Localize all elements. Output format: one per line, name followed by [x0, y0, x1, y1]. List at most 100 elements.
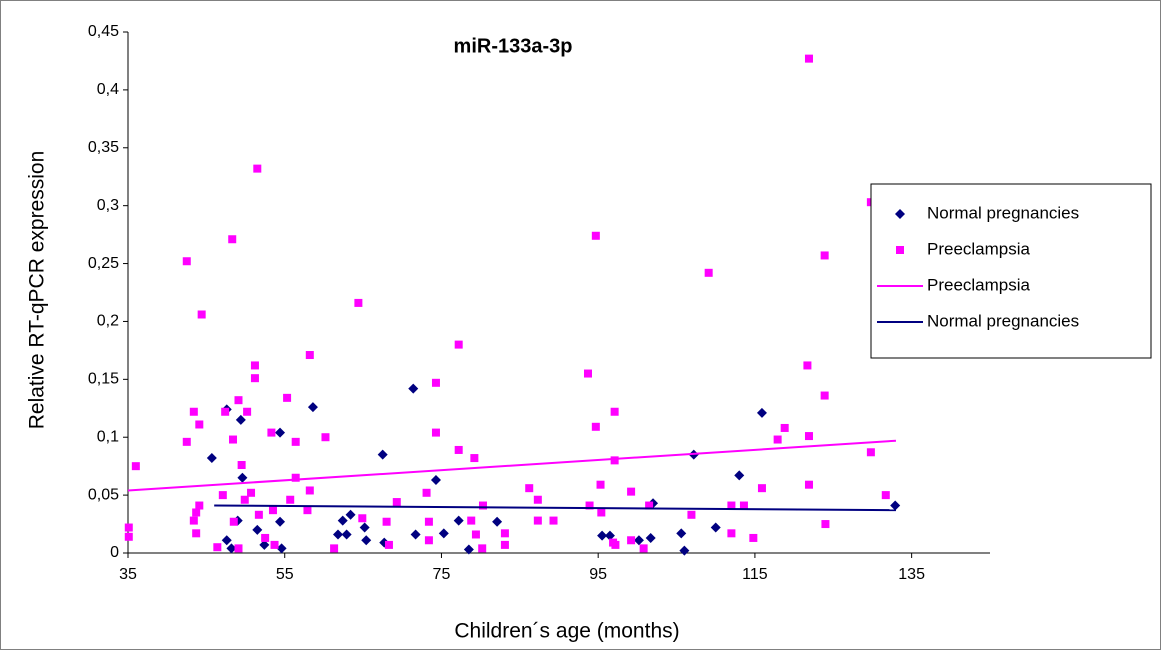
point [382, 517, 391, 526]
point [500, 540, 509, 549]
point [881, 491, 890, 500]
point [820, 251, 829, 260]
point [804, 480, 813, 489]
point [431, 378, 440, 387]
point [270, 540, 279, 549]
point [392, 498, 401, 507]
point [633, 535, 644, 546]
point [756, 407, 767, 418]
point [305, 351, 314, 360]
point [354, 298, 363, 307]
point [330, 544, 339, 553]
x-tick-label: 35 [119, 566, 137, 583]
point [610, 456, 619, 465]
point [453, 515, 464, 526]
y-axis-label: Relative RT-qPCR expression [26, 151, 49, 430]
point [679, 545, 690, 556]
x-tick-label: 115 [742, 566, 768, 583]
point [182, 437, 191, 446]
point [291, 473, 300, 482]
point [803, 361, 812, 370]
point [471, 530, 480, 539]
point [820, 391, 829, 400]
point [303, 506, 312, 515]
point [478, 544, 487, 553]
point [645, 501, 654, 510]
point [710, 522, 721, 533]
point [804, 54, 813, 63]
point [286, 495, 295, 504]
point [676, 528, 687, 539]
point [247, 488, 256, 497]
point [235, 414, 246, 425]
point [197, 310, 206, 319]
legend-box [870, 183, 1152, 359]
point [189, 516, 198, 525]
legend-marker [895, 209, 905, 219]
point [377, 449, 388, 460]
point [525, 484, 534, 493]
x-tick-label: 55 [276, 566, 294, 583]
point [252, 524, 263, 535]
point [228, 235, 237, 244]
y-tick-label: 0,3 [97, 197, 119, 214]
point [206, 453, 217, 464]
point [757, 484, 766, 493]
point [218, 491, 227, 500]
point [492, 516, 503, 527]
legend-label: Normal pregnancies [927, 203, 1079, 222]
y-tick-label: 0,25 [88, 255, 119, 272]
point [591, 231, 600, 240]
point [259, 539, 270, 550]
point [533, 495, 542, 504]
point [470, 454, 479, 463]
point [361, 535, 372, 546]
y-tick-label: 0,4 [97, 81, 119, 98]
point [124, 532, 133, 541]
x-tick-label: 135 [898, 566, 925, 583]
point [182, 257, 191, 266]
point [254, 510, 263, 519]
point [430, 475, 441, 486]
legend-marker [896, 246, 904, 254]
point [739, 501, 748, 510]
point [583, 369, 592, 378]
point [549, 516, 558, 525]
x-tick-label: 75 [433, 566, 451, 583]
point [773, 435, 782, 444]
point [192, 529, 201, 538]
point [291, 437, 300, 446]
point [283, 393, 292, 402]
point [410, 529, 421, 540]
point [463, 544, 474, 555]
y-tick-label: 0,15 [88, 371, 119, 388]
point [307, 402, 318, 413]
point [478, 501, 487, 510]
point [341, 529, 352, 540]
point [124, 523, 133, 532]
point [804, 432, 813, 441]
point [604, 530, 615, 541]
point [337, 515, 348, 526]
point [321, 433, 330, 442]
point [780, 423, 789, 432]
point [261, 533, 270, 542]
point [734, 470, 745, 481]
x-axis-label: Children´s age (months) [454, 620, 679, 643]
point [749, 533, 758, 542]
point [454, 445, 463, 454]
y-tick-label: 0 [110, 544, 119, 561]
point [687, 510, 696, 519]
point [533, 516, 542, 525]
point [704, 268, 713, 277]
point [821, 520, 830, 529]
point [408, 383, 419, 394]
point [267, 428, 276, 437]
point [422, 488, 431, 497]
point [229, 517, 238, 526]
point [727, 529, 736, 538]
chart-title: miR-133a-3p [454, 35, 573, 57]
point [275, 516, 286, 527]
point [645, 532, 656, 543]
point [221, 407, 230, 416]
